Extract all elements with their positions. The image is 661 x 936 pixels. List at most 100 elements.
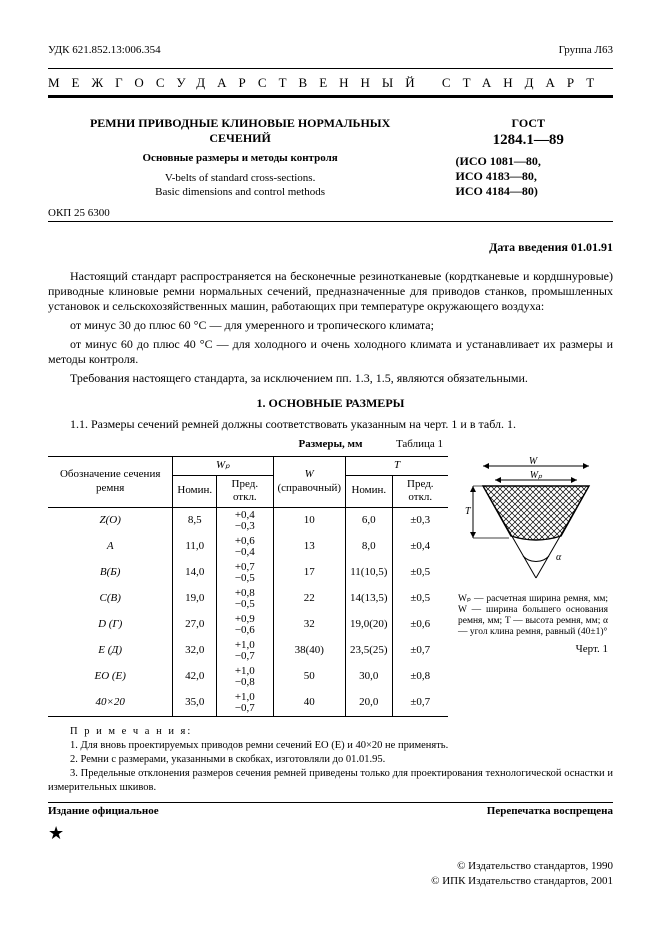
copyright-block: © Издательство стандартов, 1990 © ИПК Из… <box>48 859 613 890</box>
notes-heading: П р и м е ч а н и я: <box>48 725 613 738</box>
cell-wp-nom: 14,0 <box>173 560 217 586</box>
table-number: Таблица 1 <box>396 438 443 452</box>
section-1-heading: 1. ОСНОВНЫЕ РАЗМЕРЫ <box>48 396 613 411</box>
cell-wp-tol: +0,4−0,3 <box>217 508 273 535</box>
clause-1-1: 1.1. Размеры сечений ремней должны соотв… <box>48 417 613 432</box>
cell-t-nom: 23,5(25) <box>346 638 393 664</box>
figure-caption: Черт. 1 <box>458 643 608 656</box>
cell-w: 22 <box>273 586 346 612</box>
cell-section: Z(О) <box>48 508 173 535</box>
para-2: от минус 30 до плюс 60 °С — для умеренно… <box>48 318 613 333</box>
cell-section: B(Б) <box>48 560 173 586</box>
th-section: Обозначение сечения ремня <box>48 456 173 507</box>
group-code: Группа Л63 <box>559 44 613 58</box>
banner-title: МЕЖГОСУДАРСТВЕННЫЙ СТАНДАРТ <box>48 75 613 91</box>
cell-t-tol: ±0,3 <box>392 508 448 535</box>
udc-code: УДК 621.852.13:006.354 <box>48 44 161 58</box>
okp-code: ОКП 25 6300 <box>48 207 613 221</box>
table-row: Z(О)8,5+0,4−0,3106,0±0,3 <box>48 508 448 535</box>
cell-wp-tol: +0,6−0,4 <box>217 534 273 560</box>
title-ru: РЕМНИ ПРИВОДНЫЕ КЛИНОВЫЕ НОРМАЛЬНЫХ СЕЧЕ… <box>48 116 432 146</box>
figure-legend: Wₚ — расчетная ширина ремня, мм; W — шир… <box>458 594 608 638</box>
cell-wp-tol: +1,0−0,7 <box>217 690 273 717</box>
figure-column: W Wₚ α T W <box>458 456 608 717</box>
th-wp: Wₚ <box>173 456 273 475</box>
cell-section: D (Г) <box>48 612 173 638</box>
table-row: A11,0+0,6−0,4138,0±0,4 <box>48 534 448 560</box>
table-row: B(Б)14,0+0,7−0,51711(10,5)±0,5 <box>48 560 448 586</box>
gost-number: 1284.1—89 <box>444 131 614 150</box>
th-t-nom: Номин. <box>346 475 393 508</box>
date-intro: Дата введения 01.01.91 <box>48 240 613 255</box>
para-1: Настоящий стандарт распространяется на б… <box>48 269 613 314</box>
table-caption: Размеры, мм Таблица 1 <box>48 438 613 452</box>
para-3: от минус 60 до плюс 40 °С — для холодног… <box>48 337 613 367</box>
note-1: 1. Для вновь проектируемых приводов ремн… <box>48 739 613 752</box>
page: УДК 621.852.13:006.354 Группа Л63 МЕЖГОС… <box>0 0 661 936</box>
footer-row: Издание официальное Перепечатка воспреще… <box>48 805 613 819</box>
cell-wp-tol: +0,9−0,6 <box>217 612 273 638</box>
cell-t-nom: 8,0 <box>346 534 393 560</box>
fig-label-t: T <box>465 506 472 517</box>
cell-wp-nom: 42,0 <box>173 664 217 690</box>
th-wp-tol: Пред. откл. <box>217 475 273 508</box>
table-figure-row: Обозначение сечения ремня Wₚ W (справочн… <box>48 456 613 717</box>
cell-section: E (Д) <box>48 638 173 664</box>
fig-label-w: W <box>528 456 538 467</box>
cell-wp-tol: +0,8−0,5 <box>217 586 273 612</box>
title-en: V-belts of standard cross-sections. Basi… <box>48 172 432 200</box>
cell-t-tol: ±0,5 <box>392 560 448 586</box>
table-head: Обозначение сечения ремня Wₚ W (справочн… <box>48 456 448 507</box>
dimensions-table: Обозначение сечения ремня Wₚ W (справочн… <box>48 456 448 717</box>
para-4: Требования настоящего стандарта, за искл… <box>48 371 613 386</box>
cell-t-tol: ±0,5 <box>392 586 448 612</box>
th-w: W (справочный) <box>273 456 346 507</box>
rule-top-thin <box>48 68 613 69</box>
cell-section: A <box>48 534 173 560</box>
table-row: EO (Е)42,0+1,0−0,85030,0±0,8 <box>48 664 448 690</box>
header-right: ГОСТ 1284.1—89 (ИСО 1081—80, ИСО 4183—80… <box>444 116 614 199</box>
header-left: РЕМНИ ПРИВОДНЫЕ КЛИНОВЫЕ НОРМАЛЬНЫХ СЕЧЕ… <box>48 116 432 199</box>
cell-t-tol: ±0,8 <box>392 664 448 690</box>
th-t-tol: Пред. откл. <box>392 475 448 508</box>
header-block: РЕМНИ ПРИВОДНЫЕ КЛИНОВЫЕ НОРМАЛЬНЫХ СЕЧЕ… <box>48 116 613 199</box>
cell-w: 50 <box>273 664 346 690</box>
cell-wp-tol: +0,7−0,5 <box>217 560 273 586</box>
cell-section: EO (Е) <box>48 664 173 690</box>
cell-t-nom: 14(13,5) <box>346 586 393 612</box>
cell-wp-nom: 27,0 <box>173 612 217 638</box>
cell-wp-nom: 11,0 <box>173 534 217 560</box>
cell-t-nom: 30,0 <box>346 664 393 690</box>
cell-t-nom: 6,0 <box>346 508 393 535</box>
cell-section: 40×20 <box>48 690 173 717</box>
cell-w: 10 <box>273 508 346 535</box>
cell-t-tol: ±0,4 <box>392 534 448 560</box>
cell-t-nom: 19,0(20) <box>346 612 393 638</box>
cell-section: C(В) <box>48 586 173 612</box>
table-row: E (Д)32,0+1,0−0,738(40)23,5(25)±0,7 <box>48 638 448 664</box>
iso-refs: (ИСО 1081—80, ИСО 4183—80, ИСО 4184—80) <box>444 154 614 199</box>
cell-wp-nom: 32,0 <box>173 638 217 664</box>
cell-w: 32 <box>273 612 346 638</box>
rule-top-thick <box>48 95 613 98</box>
rule-footer <box>48 802 613 803</box>
rule-mid <box>48 221 613 222</box>
copyright-2: © ИПК Издательство стандартов, 2001 <box>431 875 613 887</box>
cross-section-figure: W Wₚ α T <box>461 456 606 586</box>
top-meta-row: УДК 621.852.13:006.354 Группа Л63 <box>48 44 613 58</box>
cell-t-tol: ±0,7 <box>392 690 448 717</box>
copyright-1: © Издательство стандартов, 1990 <box>457 860 613 872</box>
cell-wp-nom: 19,0 <box>173 586 217 612</box>
gost-label: ГОСТ <box>444 116 614 131</box>
table-row: C(В)19,0+0,8−0,52214(13,5)±0,5 <box>48 586 448 612</box>
cell-t-tol: ±0,7 <box>392 638 448 664</box>
th-t: T <box>346 456 448 475</box>
note-3: 3. Предельные отклонения размеров сечени… <box>48 767 613 793</box>
edition-official: Издание официальное <box>48 805 159 819</box>
cell-w: 40 <box>273 690 346 717</box>
fig-label-alpha: α <box>556 552 562 563</box>
cell-wp-nom: 35,0 <box>173 690 217 717</box>
th-wp-nom: Номин. <box>173 475 217 508</box>
cell-w: 13 <box>273 534 346 560</box>
table-row: D (Г)27,0+0,9−0,63219,0(20)±0,6 <box>48 612 448 638</box>
